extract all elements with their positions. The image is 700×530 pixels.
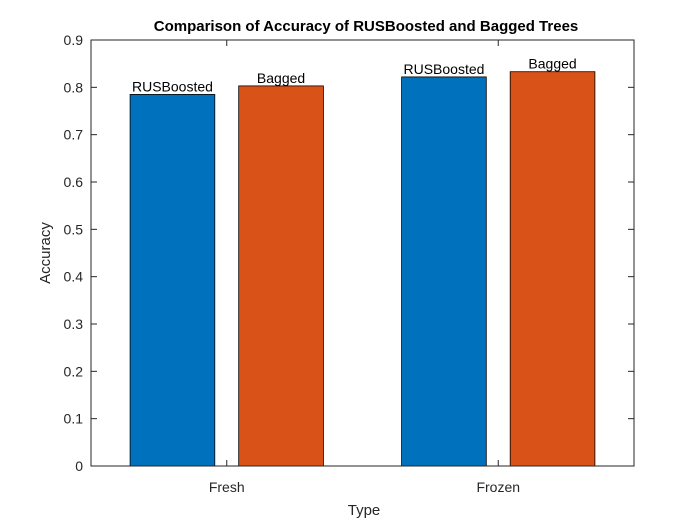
plot-area-border — [90, 39, 635, 467]
y-tick-label: 0.1 — [64, 411, 84, 427]
bar-rusboosted-fresh — [129, 94, 216, 467]
y-axis-label: Accuracy — [37, 222, 54, 284]
y-tick-label: 0.4 — [64, 269, 84, 285]
y-tick-label: 0.2 — [64, 363, 84, 379]
x-axis-label: Type — [348, 502, 381, 519]
data-label-bagged-frozen: Bagged — [528, 56, 576, 72]
y-tick-label: 0.5 — [64, 221, 84, 237]
x-tick-label-frozen: Frozen — [476, 479, 520, 495]
y-tick-label: 0 — [75, 458, 83, 474]
x-tick-label-fresh: Fresh — [209, 479, 245, 495]
bar-bagged-frozen — [509, 71, 596, 467]
data-label-rusboosted-frozen: RUSBoosted — [403, 61, 484, 77]
bar-bagged-fresh — [238, 85, 324, 467]
bar-rusboosted-frozen — [401, 76, 487, 467]
data-label-rusboosted-fresh: RUSBoosted — [132, 78, 213, 94]
chart-title: Comparison of Accuracy of RUSBoosted and… — [154, 18, 579, 35]
y-tick-label: 0.9 — [64, 32, 84, 48]
y-tick-label: 0.7 — [64, 127, 84, 143]
y-tick-label: 0.6 — [64, 174, 84, 190]
y-tick-label: 0.8 — [64, 79, 84, 95]
data-label-bagged-fresh: Bagged — [257, 70, 305, 86]
y-tick-label: 0.3 — [64, 316, 84, 332]
